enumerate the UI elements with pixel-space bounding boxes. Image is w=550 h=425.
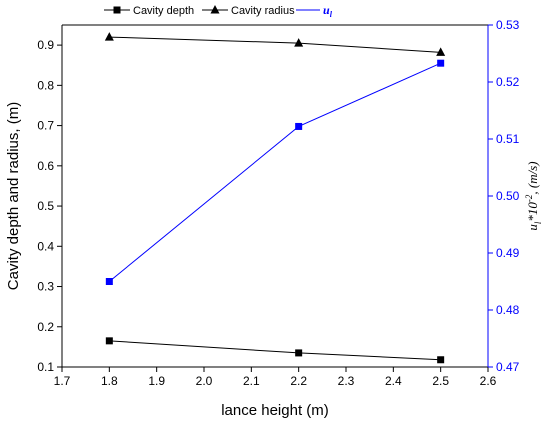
left-y-tick-label: 0.8: [37, 78, 54, 92]
legend-label-ul-sub: l: [330, 10, 333, 19]
legend-item-cavity-depth: Cavity depth: [104, 5, 194, 17]
right-y-tick-label: 0.47: [496, 360, 520, 374]
legend-label-cavity-depth: Cavity depth: [133, 5, 194, 17]
right-y-tick-label: 0.51: [496, 132, 520, 146]
data-point-cavity-depth: [437, 356, 444, 363]
right-y-axis-title-tail: , (m/s): [525, 161, 540, 194]
legend-item-ul: ul: [296, 3, 333, 19]
x-tick-label: 1.7: [54, 374, 71, 388]
series-line-cavity-depth: [109, 341, 440, 360]
x-tick-label: 2.1: [243, 374, 260, 388]
x-tick-label: 2.0: [196, 374, 213, 388]
right-y-axis-title: ul*10-2, (m/s): [524, 161, 543, 230]
right-y-tick-group: 0.47 0.48 0.49 0.50 0.51 0.52 0.53: [488, 18, 520, 374]
series-layer: [105, 32, 445, 363]
data-point-cavity-depth: [106, 337, 113, 344]
x-tick-label: 2.2: [290, 374, 307, 388]
legend-marker-triangle-black: [211, 5, 220, 14]
legend-marker-square-black: [114, 7, 121, 14]
right-y-axis-title-mid: *10: [525, 202, 540, 222]
legend-label-ul: ul: [323, 3, 333, 19]
left-y-tick-label: 0.9: [37, 38, 54, 52]
right-y-tick-label: 0.48: [496, 303, 520, 317]
left-y-tick-label: 0.2: [37, 320, 54, 334]
legend-label-cavity-radius: Cavity radius: [231, 5, 295, 17]
left-y-tick-label: 0.1: [37, 360, 54, 374]
x-axis-title: lance height (m): [221, 402, 329, 419]
data-point-cavity-radius: [105, 32, 114, 41]
left-y-tick-label: 0.4: [37, 239, 54, 253]
series-line-ul: [109, 63, 440, 281]
left-y-tick-label: 0.5: [37, 199, 54, 213]
legend: Cavity depth Cavity radius ul: [104, 3, 333, 19]
x-tick-label: 2.6: [480, 374, 497, 388]
legend-item-cavity-radius: Cavity radius: [202, 5, 295, 17]
x-tick-label: 2.3: [338, 374, 355, 388]
x-tick-label: 2.5: [432, 374, 449, 388]
plot-frame: [62, 25, 488, 367]
data-point-cavity-radius: [436, 47, 445, 56]
data-point-cavity-radius: [294, 38, 303, 47]
x-tick-label: 2.4: [385, 374, 402, 388]
x-tick-label: 1.9: [148, 374, 165, 388]
data-point-ul: [295, 123, 302, 130]
data-point-ul: [437, 60, 444, 67]
right-y-tick-label: 0.53: [496, 18, 520, 32]
left-y-tick-label: 0.6: [37, 159, 54, 173]
series-line-cavity-radius: [109, 37, 440, 52]
x-tick-group: 1.7 1.8 1.9 2.0 2.1 2.2 2.3 2.4 2.5 2.6: [54, 367, 497, 388]
left-y-tick-label: 0.3: [37, 280, 54, 294]
right-y-tick-label: 0.50: [496, 189, 520, 203]
data-point-cavity-depth: [295, 349, 302, 356]
right-y-tick-label: 0.49: [496, 246, 520, 260]
left-y-tick-group: 0.1 0.2 0.3 0.4 0.5 0.6 0.7 0.8 0.9: [37, 38, 62, 374]
left-y-tick-label: 0.7: [37, 119, 54, 133]
right-y-tick-label: 0.52: [496, 75, 520, 89]
left-y-axis-title: Cavity depth and radius, (m): [5, 102, 22, 290]
data-point-ul: [106, 278, 113, 285]
x-tick-label: 1.8: [101, 374, 118, 388]
